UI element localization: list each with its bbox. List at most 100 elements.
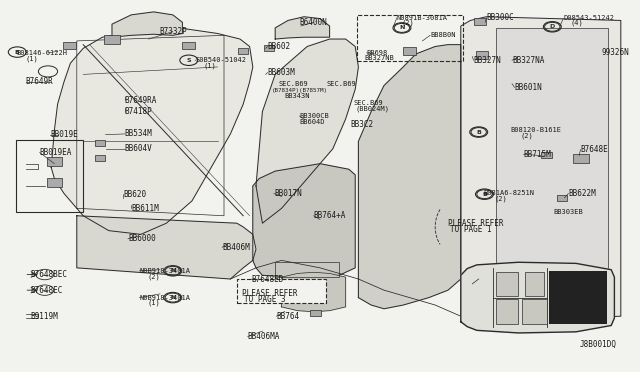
Text: BB764+A: BB764+A bbox=[314, 211, 346, 220]
Text: B: B bbox=[482, 192, 487, 197]
Bar bbox=[264, 45, 274, 51]
Bar bbox=[357, 15, 463, 61]
Bar bbox=[476, 51, 488, 59]
Text: N: N bbox=[170, 268, 175, 273]
Text: BB622M: BB622M bbox=[568, 189, 596, 198]
Bar bbox=[496, 28, 608, 309]
Bar bbox=[104, 35, 120, 44]
Text: (2): (2) bbox=[494, 196, 507, 202]
Bar bbox=[237, 279, 326, 303]
Text: (B7834P)(B7857M): (B7834P)(B7857M) bbox=[272, 87, 328, 93]
Text: SEC.B69: SEC.B69 bbox=[278, 81, 308, 87]
Text: BB698: BB698 bbox=[367, 50, 388, 56]
Polygon shape bbox=[275, 17, 330, 39]
Text: BB604V: BB604V bbox=[125, 144, 152, 153]
Text: BB6000: BB6000 bbox=[128, 234, 156, 243]
Polygon shape bbox=[77, 216, 256, 279]
Bar bbox=[182, 42, 195, 49]
Bar bbox=[16, 140, 83, 212]
Text: B7418P: B7418P bbox=[125, 107, 152, 116]
Text: BB343N: BB343N bbox=[285, 93, 310, 99]
Bar bbox=[95, 140, 105, 146]
Bar bbox=[525, 272, 544, 296]
Text: BB3C2: BB3C2 bbox=[351, 120, 374, 129]
Text: BB611M: BB611M bbox=[131, 204, 159, 213]
Text: (2): (2) bbox=[520, 132, 533, 139]
Text: BB019E: BB019E bbox=[50, 130, 77, 139]
Text: BB300C: BB300C bbox=[486, 13, 514, 22]
Text: BB019EA: BB019EA bbox=[40, 148, 72, 157]
Text: B7332P: B7332P bbox=[159, 27, 187, 36]
Text: (2): (2) bbox=[401, 20, 414, 26]
Text: BB604D: BB604D bbox=[300, 119, 325, 125]
Bar bbox=[95, 155, 105, 161]
Text: B7648E: B7648E bbox=[580, 145, 608, 154]
Text: B: B bbox=[15, 49, 20, 55]
Text: BB017N: BB017N bbox=[274, 189, 301, 198]
Text: D08543-51242: D08543-51242 bbox=[563, 15, 614, 21]
Text: N0B918-3401A: N0B918-3401A bbox=[140, 268, 191, 274]
Text: (BB024M): (BB024M) bbox=[355, 106, 389, 112]
Bar bbox=[496, 299, 518, 324]
Text: BB327NA: BB327NA bbox=[512, 56, 545, 65]
Text: J8B001DQ: J8B001DQ bbox=[579, 340, 616, 349]
Bar bbox=[557, 195, 567, 201]
Text: S0B540-51042: S0B540-51042 bbox=[195, 57, 246, 63]
Text: S: S bbox=[186, 58, 191, 63]
Text: N0B918-3401A: N0B918-3401A bbox=[140, 295, 191, 301]
Text: SEC.B69: SEC.B69 bbox=[354, 100, 383, 106]
Bar bbox=[310, 310, 321, 316]
Bar bbox=[522, 299, 547, 324]
Text: (1): (1) bbox=[204, 62, 216, 69]
Polygon shape bbox=[461, 17, 621, 322]
Text: BB603M: BB603M bbox=[268, 68, 295, 77]
Text: N0891B-3081A: N0891B-3081A bbox=[397, 15, 448, 21]
Text: B6400N: B6400N bbox=[300, 18, 328, 27]
Bar bbox=[47, 178, 62, 187]
Text: PLEASE REFER: PLEASE REFER bbox=[448, 219, 504, 228]
Text: N: N bbox=[399, 25, 404, 31]
Text: B7648BEC: B7648BEC bbox=[31, 270, 68, 279]
Text: TO PAGE 1: TO PAGE 1 bbox=[450, 225, 492, 234]
Text: 99326N: 99326N bbox=[602, 48, 629, 57]
Text: BB534M: BB534M bbox=[125, 129, 152, 138]
Text: B9119M: B9119M bbox=[31, 312, 58, 321]
Text: B7648EC: B7648EC bbox=[31, 286, 63, 295]
Text: BB300CB: BB300CB bbox=[300, 113, 329, 119]
Text: BB602: BB602 bbox=[268, 42, 291, 51]
Text: BB620: BB620 bbox=[123, 190, 146, 199]
Bar bbox=[549, 271, 607, 324]
Text: BB406MA: BB406MA bbox=[248, 332, 280, 341]
Bar bbox=[238, 48, 248, 54]
Text: BB327NB: BB327NB bbox=[365, 55, 394, 61]
Polygon shape bbox=[358, 45, 461, 309]
Text: (2): (2) bbox=[147, 273, 160, 280]
Text: (4): (4) bbox=[571, 20, 584, 26]
Bar bbox=[63, 42, 76, 49]
Bar bbox=[496, 272, 518, 296]
Text: B08120-B161E: B08120-B161E bbox=[510, 127, 561, 133]
Text: B7649RA: B7649RA bbox=[125, 96, 157, 105]
Bar bbox=[47, 157, 62, 166]
Text: (1): (1) bbox=[26, 55, 38, 62]
Text: (1): (1) bbox=[147, 300, 160, 307]
Text: BB8B0N: BB8B0N bbox=[430, 32, 456, 38]
Text: BB764: BB764 bbox=[276, 312, 300, 321]
Polygon shape bbox=[51, 28, 253, 234]
Text: BB715M: BB715M bbox=[524, 150, 551, 159]
Bar bbox=[248, 279, 258, 285]
Text: B7648ED: B7648ED bbox=[252, 275, 284, 283]
Text: D: D bbox=[550, 24, 555, 29]
Polygon shape bbox=[461, 262, 614, 333]
Bar bbox=[474, 18, 486, 25]
Text: BB327N: BB327N bbox=[474, 56, 501, 65]
Bar bbox=[403, 47, 416, 55]
Text: B081A6-8251N: B081A6-8251N bbox=[484, 190, 535, 196]
Text: BB303EB: BB303EB bbox=[554, 209, 583, 215]
Polygon shape bbox=[253, 164, 355, 277]
Polygon shape bbox=[112, 12, 182, 37]
Text: B: B bbox=[476, 129, 481, 135]
Text: B08146-6122H: B08146-6122H bbox=[16, 50, 67, 56]
Polygon shape bbox=[256, 39, 358, 223]
Text: N: N bbox=[170, 295, 175, 300]
